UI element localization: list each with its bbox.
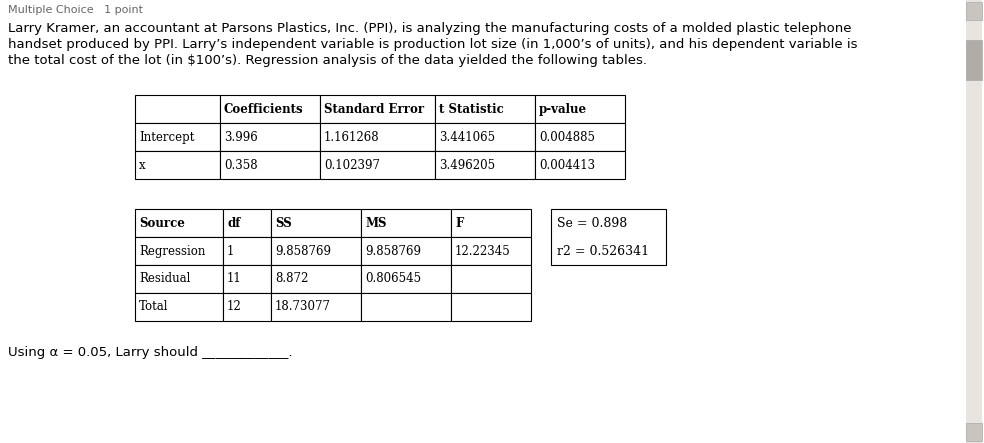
Bar (451, 293, 531, 321)
Text: Coefficients: Coefficients (224, 102, 304, 116)
Text: 12: 12 (227, 300, 242, 314)
Bar (966, 2, 982, 20)
Bar (223, 209, 271, 237)
Bar (220, 151, 320, 179)
Bar (271, 209, 361, 237)
Text: Larry Kramer, an accountant at Parsons Plastics, Inc. (PPI), is analyzing the ma: Larry Kramer, an accountant at Parsons P… (8, 22, 851, 35)
Text: 18.73077: 18.73077 (275, 300, 331, 314)
Text: 11: 11 (227, 272, 242, 285)
Bar (535, 95, 625, 123)
Bar (320, 95, 435, 123)
Text: 0.358: 0.358 (224, 159, 258, 171)
Text: Intercept: Intercept (139, 131, 195, 144)
Bar (966, 0, 982, 443)
Bar (320, 151, 435, 179)
Text: Residual: Residual (139, 272, 190, 285)
Text: handset produced by PPI. Larry’s independent variable is production lot size (in: handset produced by PPI. Larry’s indepen… (8, 38, 857, 51)
Bar (435, 123, 535, 151)
Text: Standard Error: Standard Error (324, 102, 424, 116)
Bar (223, 265, 271, 293)
Text: SS: SS (275, 217, 291, 229)
Bar (223, 237, 271, 265)
Bar (135, 265, 223, 293)
Bar (361, 209, 451, 237)
Bar (135, 237, 223, 265)
Text: Source: Source (139, 217, 185, 229)
Text: r2 = 0.526341: r2 = 0.526341 (557, 245, 649, 257)
Text: 12.22345: 12.22345 (455, 245, 511, 257)
Text: df: df (227, 217, 240, 229)
Text: 8.872: 8.872 (275, 272, 308, 285)
Bar (451, 237, 531, 265)
Text: 0.004413: 0.004413 (539, 159, 595, 171)
Bar (451, 265, 531, 293)
Text: 9.858769: 9.858769 (365, 245, 421, 257)
Bar (271, 293, 361, 321)
Bar (220, 95, 320, 123)
Text: 9.858769: 9.858769 (275, 245, 331, 257)
Text: x: x (139, 159, 146, 171)
Bar (435, 95, 535, 123)
Text: 3.441065: 3.441065 (439, 131, 495, 144)
Text: 1.161268: 1.161268 (324, 131, 380, 144)
Bar (966, 423, 982, 441)
Bar (223, 293, 271, 321)
Text: 3.996: 3.996 (224, 131, 258, 144)
Text: 0.004885: 0.004885 (539, 131, 595, 144)
Text: 0.102397: 0.102397 (324, 159, 380, 171)
Text: Multiple Choice   1 point: Multiple Choice 1 point (8, 5, 143, 15)
Bar (361, 237, 451, 265)
Text: 3.496205: 3.496205 (439, 159, 495, 171)
Bar (135, 95, 220, 123)
Text: Using α = 0.05, Larry should _____________.: Using α = 0.05, Larry should ___________… (8, 346, 292, 359)
Text: MS: MS (365, 217, 387, 229)
Text: 0.806545: 0.806545 (365, 272, 421, 285)
Text: 1: 1 (227, 245, 234, 257)
Bar (320, 123, 435, 151)
Bar (135, 209, 223, 237)
Text: Regression: Regression (139, 245, 206, 257)
Bar (135, 293, 223, 321)
Bar (435, 151, 535, 179)
Bar (361, 265, 451, 293)
Bar (220, 123, 320, 151)
Text: Total: Total (139, 300, 168, 314)
Bar (551, 209, 666, 265)
Text: p-value: p-value (539, 102, 587, 116)
Bar (271, 237, 361, 265)
Text: F: F (455, 217, 463, 229)
Bar (135, 151, 220, 179)
Bar (361, 293, 451, 321)
Bar (535, 123, 625, 151)
Text: Se = 0.898: Se = 0.898 (557, 217, 627, 229)
Bar (271, 265, 361, 293)
Text: t Statistic: t Statistic (439, 102, 504, 116)
Text: the total cost of the lot (in $100’s). Regression analysis of the data yielded t: the total cost of the lot (in $100’s). R… (8, 54, 647, 67)
Bar (966, 40, 982, 80)
Bar (451, 209, 531, 237)
Bar (135, 123, 220, 151)
Bar (535, 151, 625, 179)
